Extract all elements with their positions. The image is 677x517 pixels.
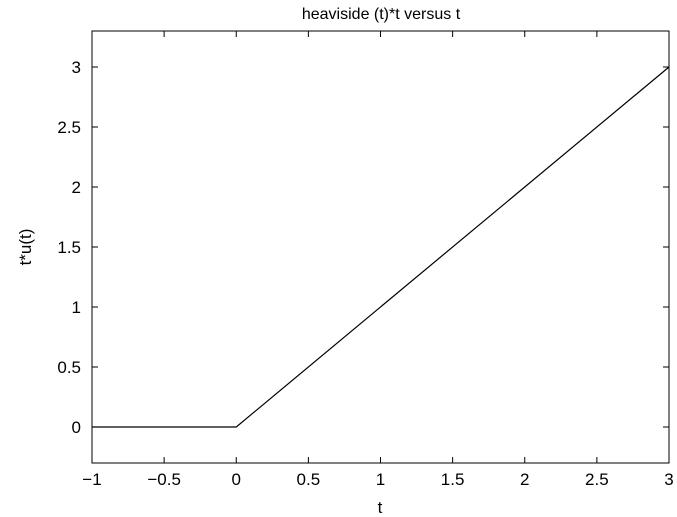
y-tick-label: 1: [72, 298, 81, 317]
x-tick-label: 3: [664, 470, 673, 489]
x-axis-label: t: [378, 498, 383, 517]
y-tick-label: 3: [72, 58, 81, 77]
x-tick-label: 2.5: [585, 470, 609, 489]
y-tick-label: 2: [72, 178, 81, 197]
x-tick-label: 0: [232, 470, 241, 489]
x-tick-label: −1: [82, 470, 101, 489]
series-line: [92, 66, 670, 428]
y-axis-label: t*u(t): [16, 229, 35, 266]
y-tick-label: 0: [72, 418, 81, 437]
y-tick-label: 1.5: [57, 238, 81, 257]
plot-area: [91, 30, 670, 464]
y-axis-ticks: 0 0.5 1 1.5 2 2.5 3: [57, 58, 669, 437]
chart-title: heaviside (t)*t versus t: [302, 6, 461, 23]
x-tick-label: 0.5: [297, 470, 321, 489]
x-axis-ticks: −1 −0.5 0 0.5 1 1.5 2 2.5 3: [82, 31, 674, 489]
x-tick-label: 1: [376, 470, 385, 489]
x-tick-label: −0.5: [147, 470, 181, 489]
x-tick-label: 2: [520, 470, 529, 489]
series-group: [92, 66, 670, 428]
x-tick-label: 1.5: [441, 470, 465, 489]
y-tick-label: 2.5: [57, 118, 81, 137]
y-tick-label: 0.5: [57, 358, 81, 377]
